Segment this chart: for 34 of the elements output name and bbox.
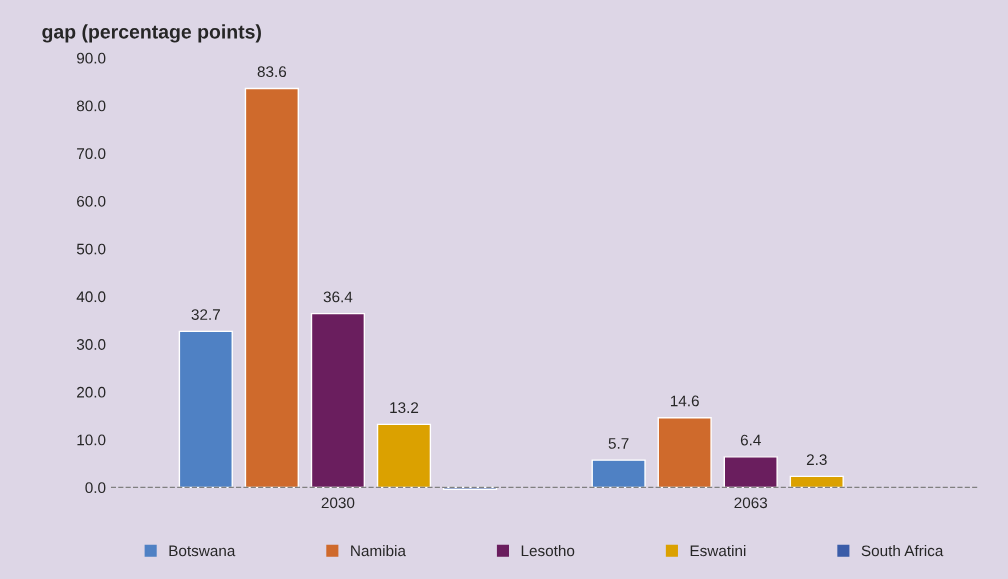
- x-tick-label: 2030: [321, 497, 355, 509]
- y-tick-label: 80.0: [76, 100, 106, 112]
- y-tick-label: 60.0: [77, 195, 106, 207]
- y-tick-label: 30.0: [76, 339, 106, 350]
- y-tick-label: 0.0: [85, 482, 106, 494]
- data-label: 32.7: [191, 309, 220, 320]
- bar: [723, 456, 778, 489]
- legend-label: Namibia: [351, 544, 406, 557]
- legend-label: Botswana: [169, 545, 236, 557]
- bar: [310, 312, 366, 489]
- y-tick-label: 50.0: [76, 243, 106, 255]
- bar: [376, 423, 432, 489]
- data-label: 13.2: [390, 402, 419, 414]
- bar: [591, 459, 646, 489]
- y-tick-label: 20.0: [77, 386, 106, 398]
- x-tick-label: 2063: [734, 497, 768, 509]
- y-tick-label: 10.0: [77, 434, 106, 446]
- bar: [178, 330, 233, 489]
- data-label: 36.4: [323, 291, 353, 303]
- chart-title: gap (percentage points): [42, 24, 261, 43]
- data-label: 14.6: [670, 395, 699, 407]
- data-label: 6.4: [740, 434, 761, 446]
- y-tick-label: 70.0: [77, 148, 106, 160]
- data-label: 83.6: [257, 66, 287, 78]
- bar: [789, 475, 844, 489]
- bar: [657, 417, 712, 489]
- y-tick-label: 90.0: [77, 52, 106, 64]
- data-label: 5.7: [608, 438, 629, 449]
- bar: [244, 87, 299, 489]
- data-label: 2.3: [806, 454, 827, 466]
- legend-label: Lesotho: [521, 544, 575, 557]
- y-tick-label: 40.0: [76, 291, 106, 303]
- legend-label: South Africa: [861, 544, 944, 557]
- legend-label: Eswatini: [690, 544, 746, 557]
